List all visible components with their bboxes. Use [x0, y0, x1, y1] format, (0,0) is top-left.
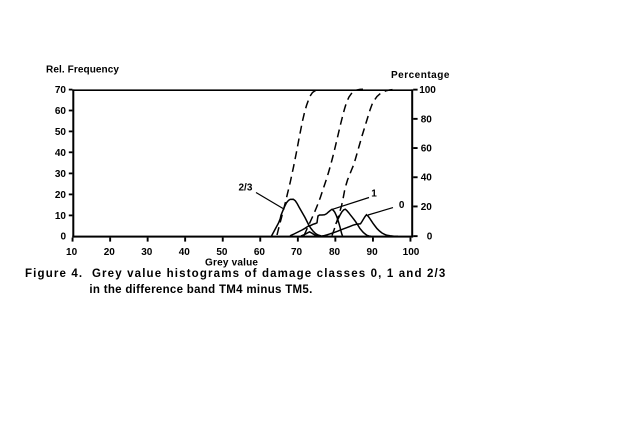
- svg-text:Percentage: Percentage: [391, 70, 450, 81]
- svg-text:Figure 4. Grey value histogra: Figure 4. Grey value histograms of damag…: [25, 268, 446, 280]
- svg-text:40: 40: [179, 247, 191, 258]
- svg-text:20: 20: [55, 190, 67, 201]
- svg-text:50: 50: [55, 127, 67, 138]
- svg-text:20: 20: [104, 247, 116, 258]
- svg-text:80: 80: [421, 114, 433, 125]
- svg-text:70: 70: [291, 247, 303, 258]
- svg-text:10: 10: [66, 247, 78, 258]
- svg-text:60: 60: [421, 144, 433, 155]
- svg-text:0: 0: [399, 200, 405, 211]
- svg-text:100: 100: [419, 85, 436, 96]
- svg-text:30: 30: [141, 247, 153, 258]
- svg-text:0: 0: [60, 231, 66, 242]
- svg-text:80: 80: [329, 247, 341, 258]
- svg-text:50: 50: [216, 247, 228, 258]
- svg-text:2/3: 2/3: [239, 182, 253, 193]
- svg-text:40: 40: [55, 148, 67, 159]
- svg-text:1: 1: [371, 189, 377, 200]
- svg-text:Grey value: Grey value: [205, 257, 258, 268]
- svg-text:10: 10: [55, 211, 67, 222]
- svg-text:40: 40: [421, 173, 433, 184]
- svg-text:Rel. Frequency: Rel. Frequency: [46, 65, 119, 76]
- svg-text:20: 20: [421, 202, 433, 213]
- svg-text:in the difference band TM4 min: in the difference band TM4 minus TM5.: [89, 284, 312, 296]
- svg-text:70: 70: [55, 85, 67, 96]
- svg-text:60: 60: [254, 247, 266, 258]
- svg-text:0: 0: [427, 231, 433, 242]
- svg-text:30: 30: [55, 169, 67, 180]
- svg-text:90: 90: [367, 247, 379, 258]
- svg-text:100: 100: [403, 247, 420, 258]
- svg-text:60: 60: [55, 106, 67, 117]
